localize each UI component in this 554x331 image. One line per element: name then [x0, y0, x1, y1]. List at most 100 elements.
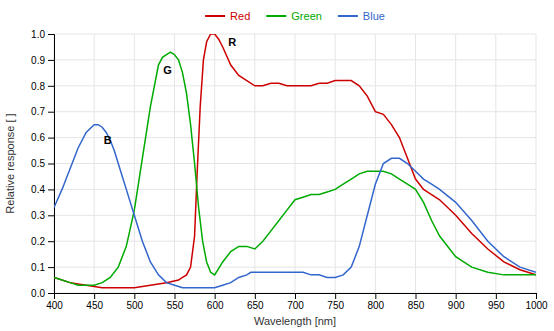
y-axis-tick-label: 0.6: [31, 132, 45, 143]
series-line: [54, 125, 536, 288]
x-axis-tick-label: 650: [247, 300, 264, 311]
legend-item: Green: [266, 10, 322, 22]
y-axis-tick-mark: [48, 293, 54, 294]
y-axis-tick-label: 0.8: [31, 81, 45, 92]
x-axis-tick-label: 550: [167, 300, 184, 311]
x-axis: 400 450 500 550 600 650 700 750 800 850 900 950 1000: [46, 293, 548, 311]
x-axis-tick: 1000: [525, 293, 548, 311]
legend-label: Green: [291, 10, 322, 22]
legend-label: Blue: [363, 10, 385, 22]
legend-label: Red: [230, 10, 250, 22]
grid-line-y: [54, 59, 536, 60]
x-axis-tick-mark: [175, 293, 176, 299]
y-axis-tick-mark: [48, 241, 54, 242]
x-axis-tick-mark: [295, 293, 296, 299]
y-axis-tick-label: 1.0: [31, 29, 45, 40]
legend-swatch: [266, 15, 286, 17]
grid-line-y: [54, 163, 536, 164]
y-axis-tick-mark: [48, 267, 54, 268]
y-axis-line: [48, 35, 55, 294]
x-axis-tick-mark: [536, 293, 537, 299]
y-axis-tick: 0.5: [31, 158, 54, 169]
y-axis: 0.00.10.20.30.40.50.60.70.80.91.0: [31, 29, 54, 299]
y-axis-tick: 0.1: [31, 262, 54, 273]
y-axis-tick-label: 0.9: [31, 55, 45, 66]
y-axis-tick: 1.0: [31, 29, 54, 40]
x-axis-tick-mark: [375, 293, 376, 299]
x-axis-line: [55, 294, 537, 300]
grid: [54, 34, 536, 293]
x-axis-tick-label: 700: [287, 300, 304, 311]
grid-line-y: [54, 215, 536, 216]
legend-swatch: [205, 15, 225, 17]
annotations: R G B: [104, 36, 237, 146]
x-axis-tick: 400: [46, 293, 63, 311]
y-axis-tick: 0.9: [31, 55, 54, 66]
annotation: R: [228, 36, 236, 48]
x-axis-title: Wavelength [nm]: [254, 315, 336, 327]
x-axis-tick-label: 950: [488, 300, 505, 311]
x-axis-tick-label: 1000: [525, 300, 548, 311]
x-axis-tick: 550: [167, 293, 184, 311]
y-axis-tick-mark: [48, 138, 54, 139]
y-axis-tick-label: 0.1: [31, 262, 45, 273]
x-axis-tick: 750: [327, 293, 344, 311]
x-axis-tick: 650: [247, 293, 264, 311]
x-axis-tick-label: 600: [207, 300, 224, 311]
x-axis-tick-label: 800: [367, 300, 384, 311]
x-axis-tick-label: 450: [86, 300, 103, 311]
y-axis-tick-label: 0.0: [31, 288, 45, 299]
annotation: B: [104, 134, 112, 146]
x-axis-tick-label: 750: [327, 300, 344, 311]
y-axis-tick-label: 0.2: [31, 236, 45, 247]
x-axis-tick-mark: [456, 293, 457, 299]
x-axis-tick-mark: [416, 293, 417, 299]
y-axis-tick-label: 0.7: [31, 106, 45, 117]
grid-line-y: [54, 241, 536, 242]
y-axis-tick: 0.0: [31, 288, 54, 299]
x-axis-tick: 700: [287, 293, 304, 311]
x-axis-tick: 900: [448, 293, 465, 311]
grid-line-y: [54, 267, 536, 268]
x-axis-tick-label: 850: [408, 300, 425, 311]
y-axis-tick-mark: [48, 189, 54, 190]
y-axis-tick-label: 0.5: [31, 158, 45, 169]
x-axis-tick-label: 500: [126, 300, 143, 311]
y-axis-tick-mark: [48, 34, 54, 35]
y-axis-tick-mark: [48, 86, 54, 87]
grid-line-y: [54, 137, 536, 138]
x-axis-tick: 850: [408, 293, 425, 311]
x-axis-tick-label: 900: [448, 300, 465, 311]
chart: 400 450 500 550 600 650 700 750 800 850 900 950 1000…: [0, 0, 554, 331]
x-axis-tick: 600: [207, 293, 224, 311]
plot: 400 450 500 550 600 650 700 750 800 850 900 950 1000…: [31, 29, 548, 311]
x-axis-tick-mark: [255, 293, 256, 299]
legend-swatch: [338, 15, 358, 17]
series-line: [54, 52, 536, 285]
y-axis-tick-mark: [48, 215, 54, 216]
y-axis-tick-mark: [48, 112, 54, 113]
series-line: [54, 34, 536, 288]
legend-item: Red: [205, 10, 250, 22]
y-axis-tick-mark: [48, 164, 54, 165]
series-group: [54, 34, 536, 288]
y-axis-tick: 0.2: [31, 236, 54, 247]
x-axis-tick: 450: [86, 293, 103, 311]
x-axis-tick: 500: [126, 293, 143, 311]
x-axis-tick-mark: [134, 293, 135, 299]
grid-line-y: [54, 34, 536, 35]
x-axis-tick-mark: [94, 293, 95, 299]
y-axis-tick: 0.3: [31, 210, 54, 221]
legend: Red Green Blue: [205, 10, 385, 22]
x-axis-tick: 950: [488, 293, 505, 311]
x-axis-tick: 800: [367, 293, 384, 311]
x-axis-tick-mark: [496, 293, 497, 299]
x-axis-tick-mark: [335, 293, 336, 299]
x-axis-tick-label: 400: [46, 300, 63, 311]
y-axis-tick-mark: [48, 60, 54, 61]
y-axis-tick-label: 0.3: [31, 210, 45, 221]
y-axis-tick: 0.8: [31, 81, 54, 92]
annotation: G: [163, 64, 172, 76]
y-axis-tick: 0.6: [31, 132, 54, 143]
grid-line-y: [54, 111, 536, 112]
